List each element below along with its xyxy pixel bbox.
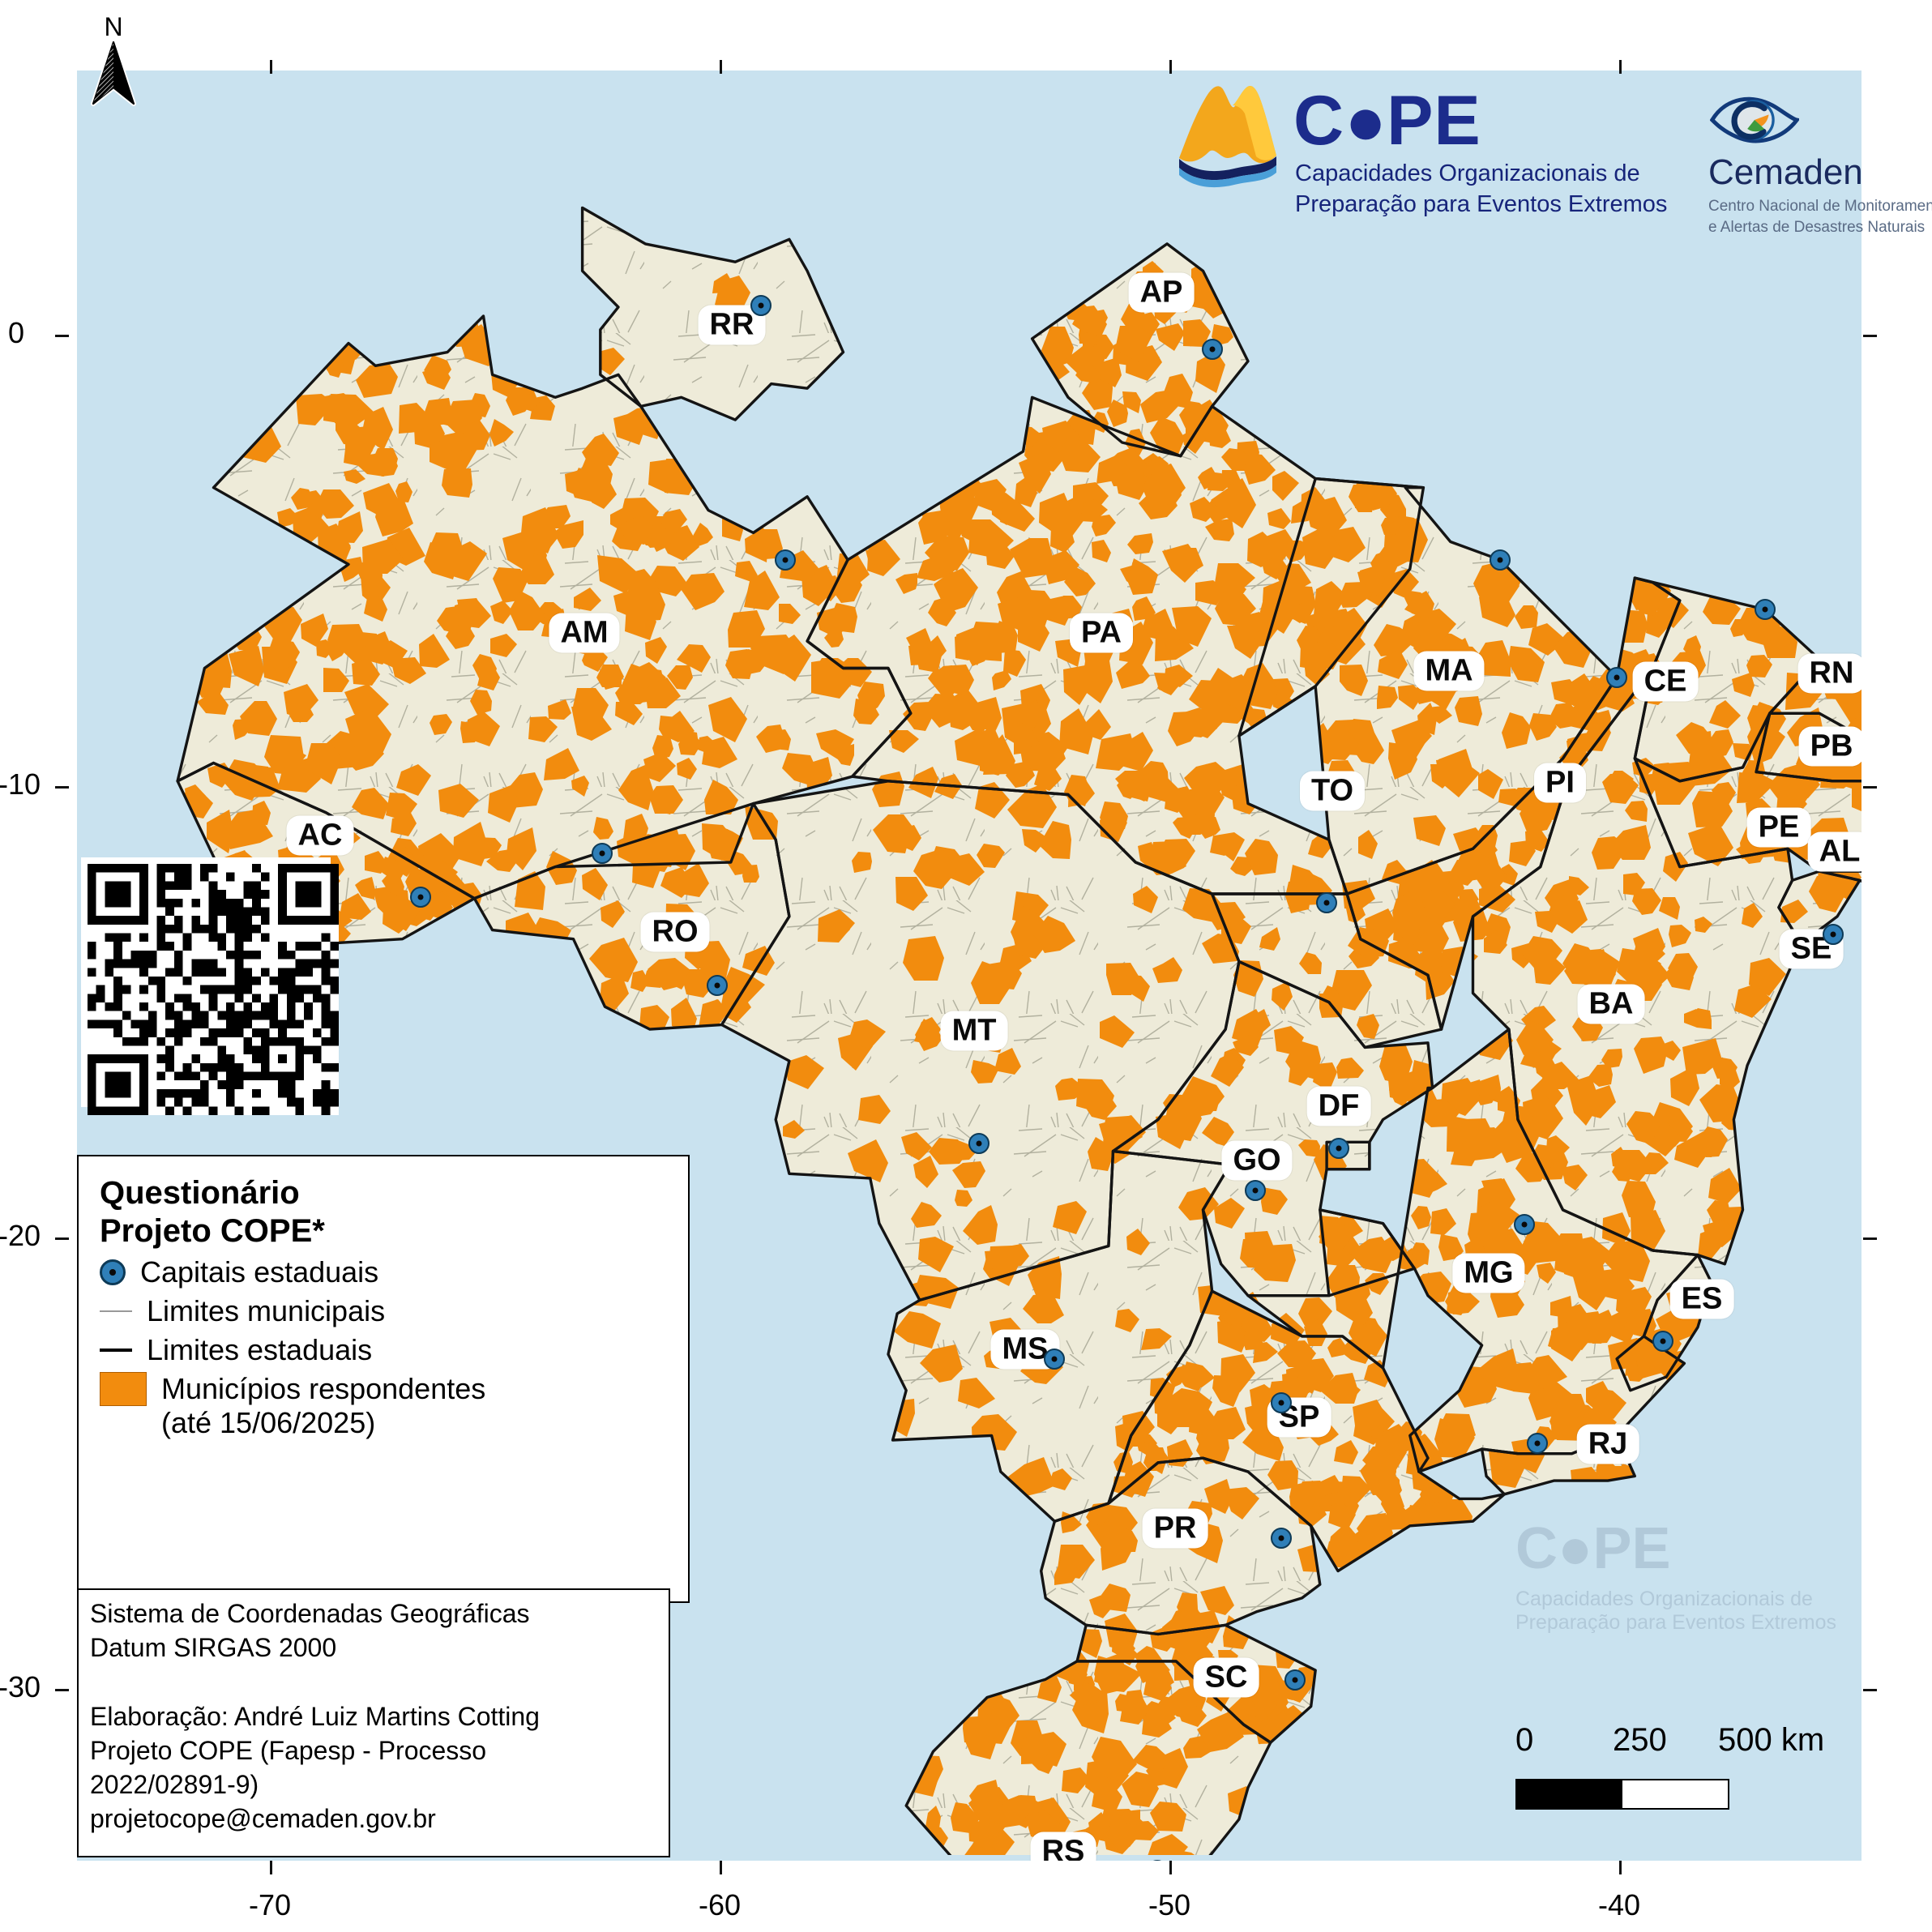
- svg-text:C●PE: C●PE: [1515, 1516, 1671, 1581]
- svg-text:N: N: [104, 16, 122, 41]
